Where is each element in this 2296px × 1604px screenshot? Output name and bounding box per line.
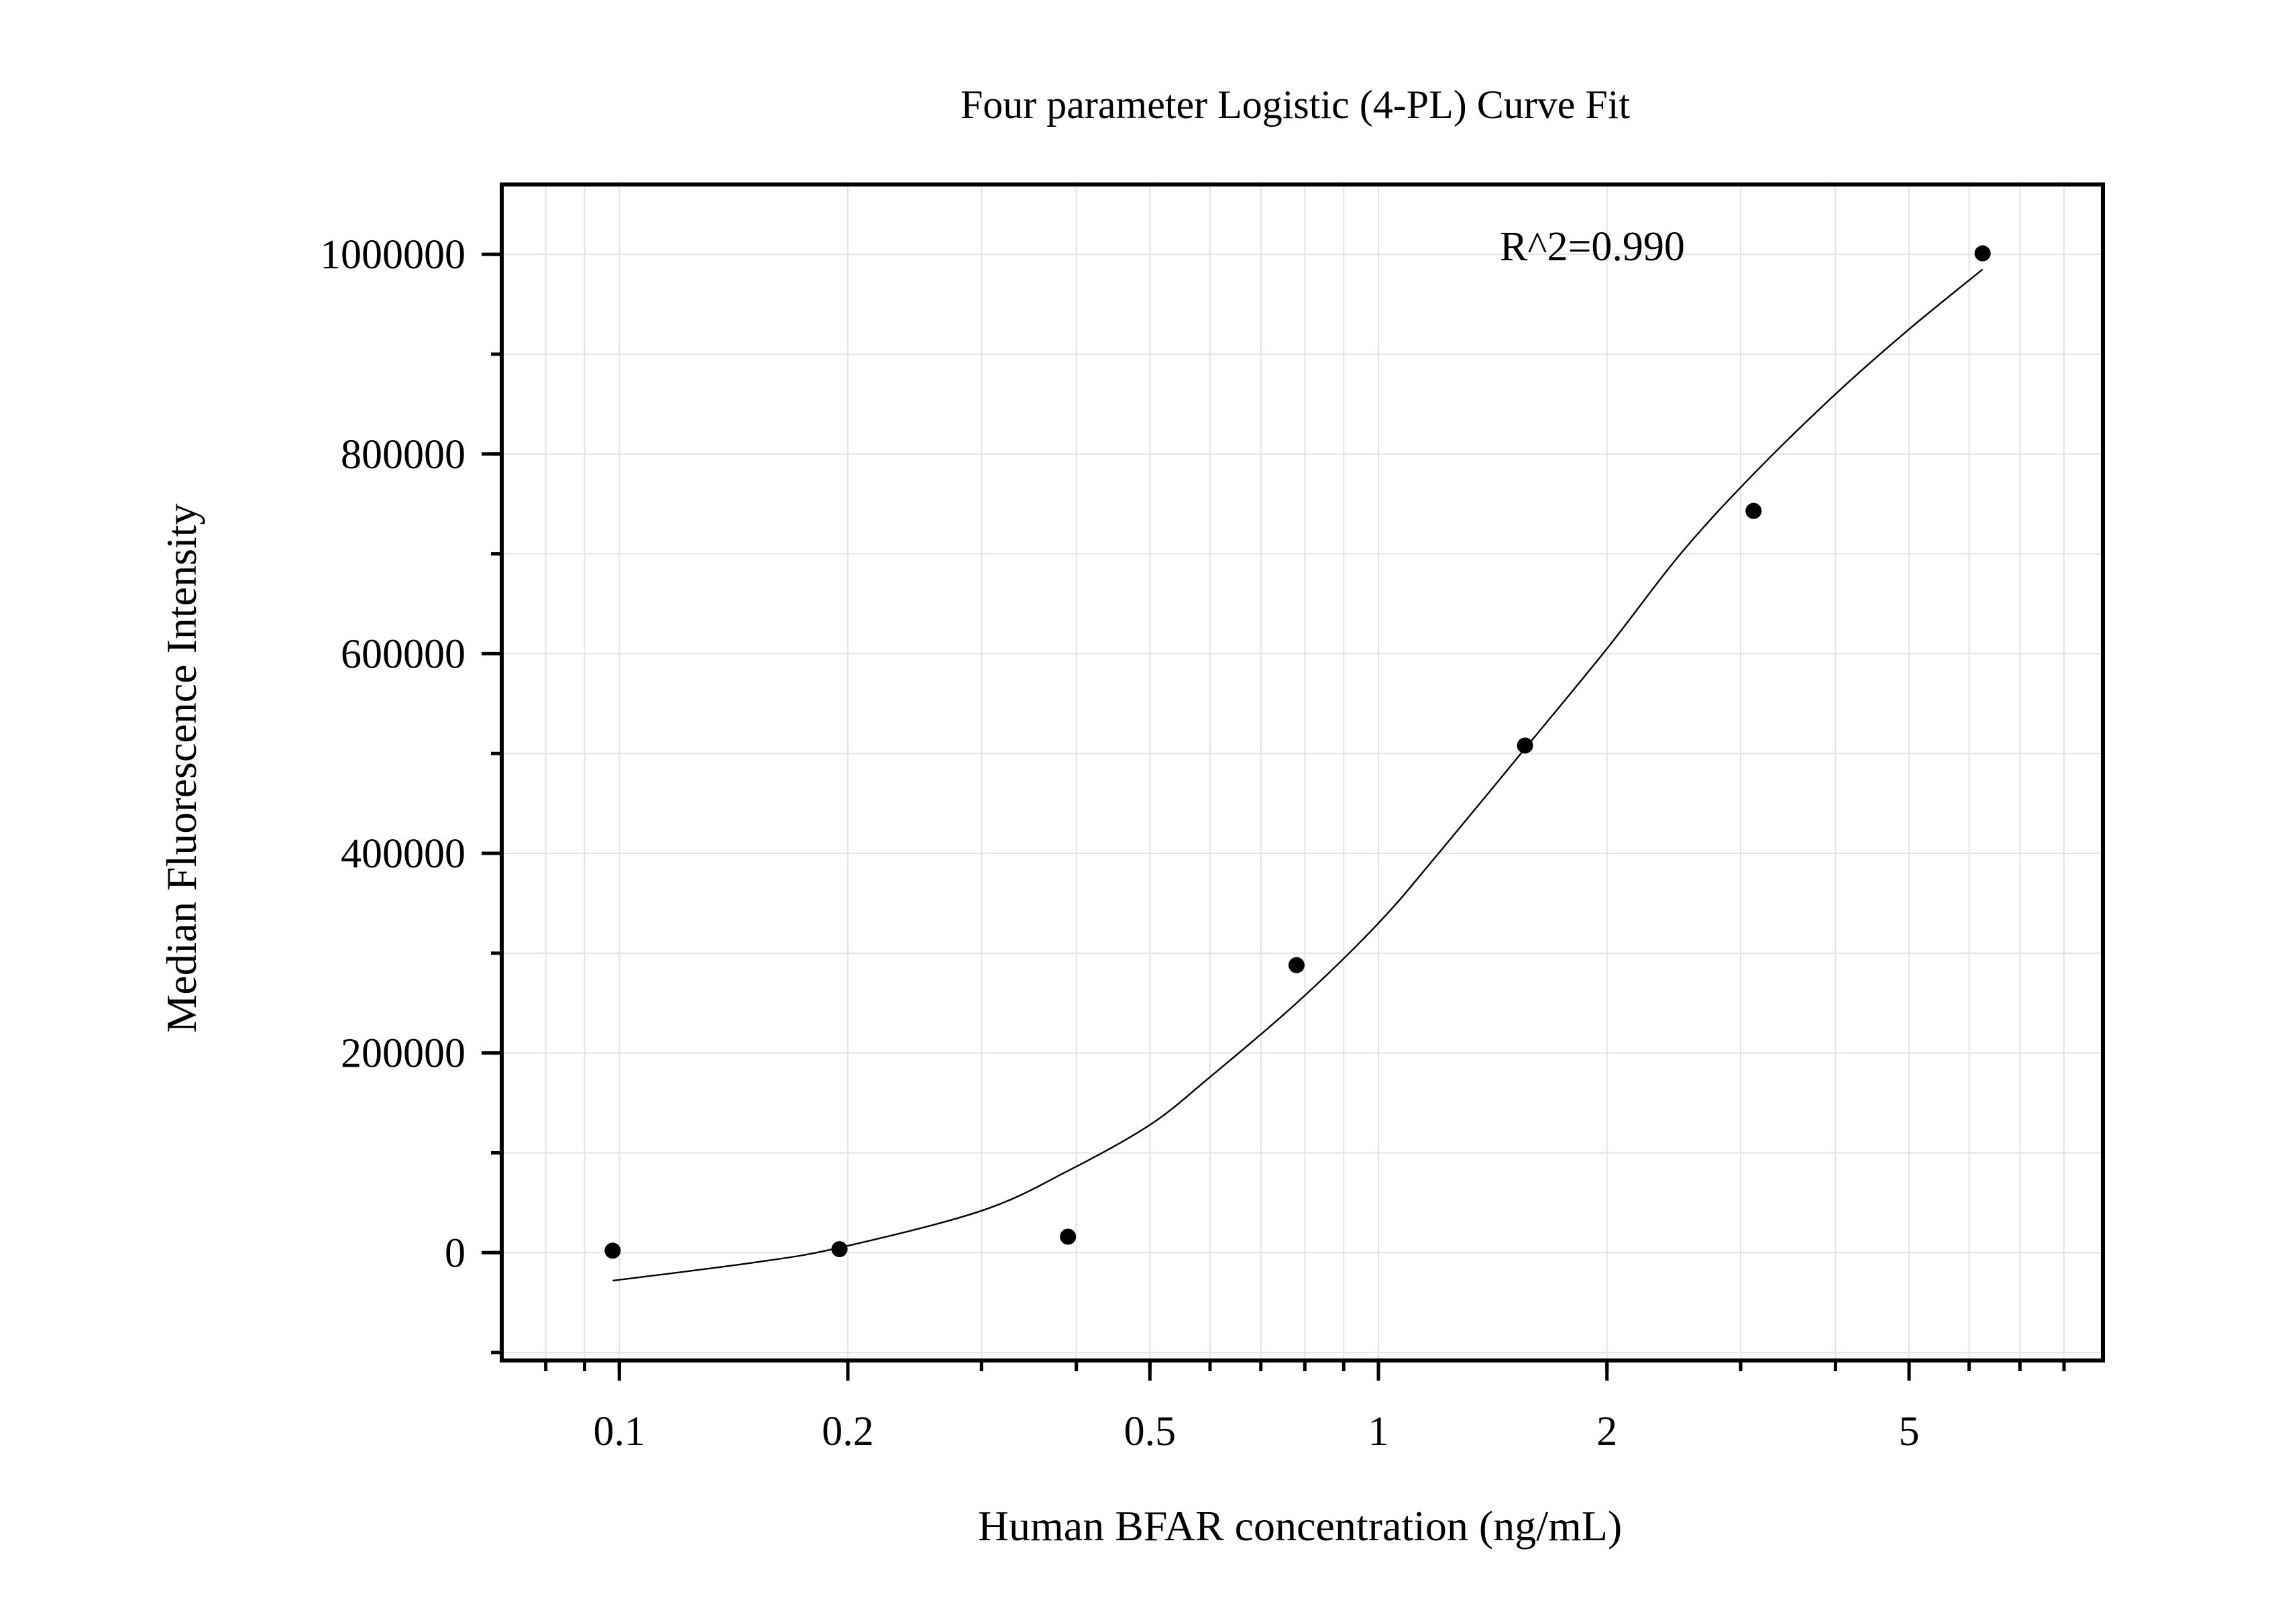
y-tick-label: 400000	[341, 831, 466, 877]
data-points	[604, 245, 1991, 1259]
fit-curve	[612, 268, 1983, 1282]
chart-title: Four parameter Logistic (4-PL) Curve Fit	[961, 83, 1630, 127]
x-tick-label: 0.5	[1124, 1409, 1177, 1454]
r-squared-annotation: R^2=0.990	[1500, 224, 1685, 270]
data-point	[831, 1241, 848, 1258]
x-tick-label: 0.1	[594, 1409, 646, 1454]
x-tick-label: 0.2	[822, 1409, 874, 1454]
x-tick-label: 1	[1368, 1409, 1389, 1454]
y-tick-label: 800000	[341, 432, 466, 478]
grid	[502, 184, 2103, 1360]
y-tick-label: 200000	[341, 1031, 466, 1077]
data-point	[1517, 737, 1533, 754]
axis-ticks: 0.1 0.2 0.5 1 2 5 0 200000 400000 600000 800000 100…	[320, 232, 2066, 1454]
plot-frame	[500, 182, 2105, 1362]
x-tick-label: 2	[1596, 1409, 1617, 1454]
y-tick-label: 600000	[341, 631, 466, 677]
x-axis-label: Human BFAR concentration (ng/mL)	[978, 1502, 1622, 1550]
y-tick-label: 0	[445, 1230, 466, 1276]
data-point	[1288, 957, 1305, 973]
data-point	[1974, 245, 1991, 262]
data-point	[1745, 502, 1762, 519]
x-tick-label: 5	[1899, 1409, 1920, 1454]
y-tick-label: 1000000	[320, 232, 466, 278]
y-axis-label: Median Fluorescence Intensity	[158, 503, 205, 1032]
data-point	[604, 1242, 621, 1259]
data-point	[1060, 1228, 1077, 1245]
